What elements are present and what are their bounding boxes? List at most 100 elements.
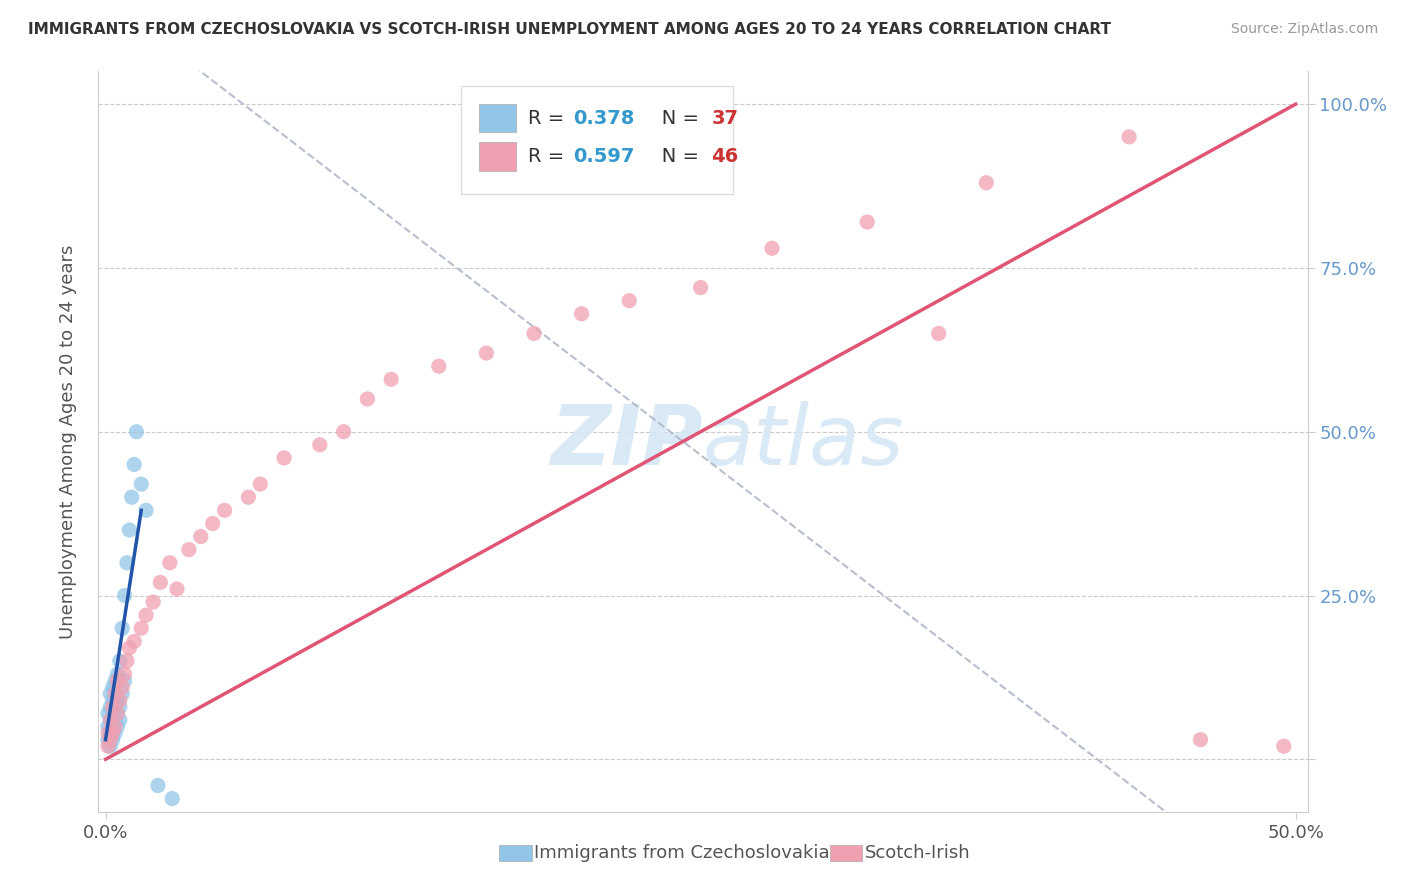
Point xyxy=(1272,739,1295,754)
Text: 0.597: 0.597 xyxy=(574,147,636,166)
Text: 0.378: 0.378 xyxy=(574,109,636,128)
Point xyxy=(107,706,129,721)
Point xyxy=(115,654,138,668)
Point xyxy=(98,713,121,727)
Point xyxy=(98,732,121,747)
Point xyxy=(427,359,450,374)
Text: atlas: atlas xyxy=(703,401,904,482)
Point xyxy=(928,326,950,341)
Text: 37: 37 xyxy=(711,109,738,128)
Point xyxy=(107,720,129,734)
Point xyxy=(177,542,200,557)
Point xyxy=(273,450,295,465)
Point xyxy=(761,241,783,255)
Point xyxy=(190,530,212,544)
Point xyxy=(159,556,181,570)
Point xyxy=(97,726,120,740)
Point xyxy=(619,293,641,308)
Point xyxy=(201,516,224,531)
FancyBboxPatch shape xyxy=(479,143,516,170)
Point xyxy=(856,215,879,229)
Point xyxy=(129,477,152,491)
Text: R =: R = xyxy=(527,147,571,166)
Text: IMMIGRANTS FROM CZECHOSLOVAKIA VS SCOTCH-IRISH UNEMPLOYMENT AMONG AGES 20 TO 24 : IMMIGRANTS FROM CZECHOSLOVAKIA VS SCOTCH… xyxy=(28,22,1111,37)
Point xyxy=(98,726,121,740)
Point xyxy=(101,693,124,707)
Point xyxy=(166,582,188,596)
Point xyxy=(122,634,145,648)
Point xyxy=(97,706,120,721)
Point xyxy=(475,346,498,360)
Point xyxy=(104,687,127,701)
Text: N =: N = xyxy=(643,147,704,166)
Point xyxy=(332,425,354,439)
Point xyxy=(97,720,120,734)
Text: 46: 46 xyxy=(711,147,738,166)
Text: R =: R = xyxy=(527,109,571,128)
Text: Scotch-Irish: Scotch-Irish xyxy=(865,844,970,862)
Point xyxy=(149,575,172,590)
Point xyxy=(104,726,127,740)
Point xyxy=(104,673,127,688)
Text: ZIP: ZIP xyxy=(550,401,703,482)
Point xyxy=(689,280,711,294)
Point xyxy=(118,640,141,655)
Point xyxy=(115,556,138,570)
Point xyxy=(111,680,134,694)
Point xyxy=(98,713,121,727)
FancyBboxPatch shape xyxy=(461,87,734,194)
Point xyxy=(135,503,157,517)
Point xyxy=(98,699,121,714)
Point xyxy=(380,372,402,386)
Text: Immigrants from Czechoslovakia: Immigrants from Czechoslovakia xyxy=(534,844,830,862)
Point xyxy=(129,621,152,635)
Point xyxy=(108,693,131,707)
Point xyxy=(98,687,121,701)
Point xyxy=(356,392,378,406)
Point xyxy=(101,720,124,734)
Point xyxy=(104,699,127,714)
Point xyxy=(111,687,134,701)
Point xyxy=(214,503,236,517)
Point xyxy=(101,680,124,694)
Point xyxy=(98,739,121,754)
Point xyxy=(308,438,330,452)
Point xyxy=(1118,129,1140,144)
Point xyxy=(1189,732,1212,747)
Point xyxy=(97,739,120,754)
Point xyxy=(107,667,129,681)
Point xyxy=(111,621,134,635)
Point xyxy=(122,458,145,472)
Point xyxy=(97,732,120,747)
Point xyxy=(974,176,997,190)
Y-axis label: Unemployment Among Ages 20 to 24 years: Unemployment Among Ages 20 to 24 years xyxy=(59,244,77,639)
Point xyxy=(135,608,157,623)
Point xyxy=(238,490,260,504)
Point xyxy=(249,477,271,491)
Point xyxy=(104,713,127,727)
Point xyxy=(108,654,131,668)
Point xyxy=(146,779,169,793)
Point xyxy=(125,425,148,439)
Point xyxy=(114,667,136,681)
Point xyxy=(107,706,129,721)
Point xyxy=(107,673,129,688)
Point xyxy=(571,307,593,321)
Point xyxy=(118,523,141,537)
Point xyxy=(108,699,131,714)
FancyBboxPatch shape xyxy=(479,104,516,132)
Point xyxy=(101,699,124,714)
Point xyxy=(101,706,124,721)
Point xyxy=(121,490,143,504)
Point xyxy=(523,326,546,341)
Text: Source: ZipAtlas.com: Source: ZipAtlas.com xyxy=(1230,22,1378,37)
Point xyxy=(142,595,165,609)
Text: N =: N = xyxy=(643,109,704,128)
Point xyxy=(108,713,131,727)
Point xyxy=(104,720,127,734)
Point xyxy=(160,791,183,805)
Point xyxy=(114,673,136,688)
Point xyxy=(107,693,129,707)
Point xyxy=(101,726,124,740)
Point xyxy=(101,732,124,747)
